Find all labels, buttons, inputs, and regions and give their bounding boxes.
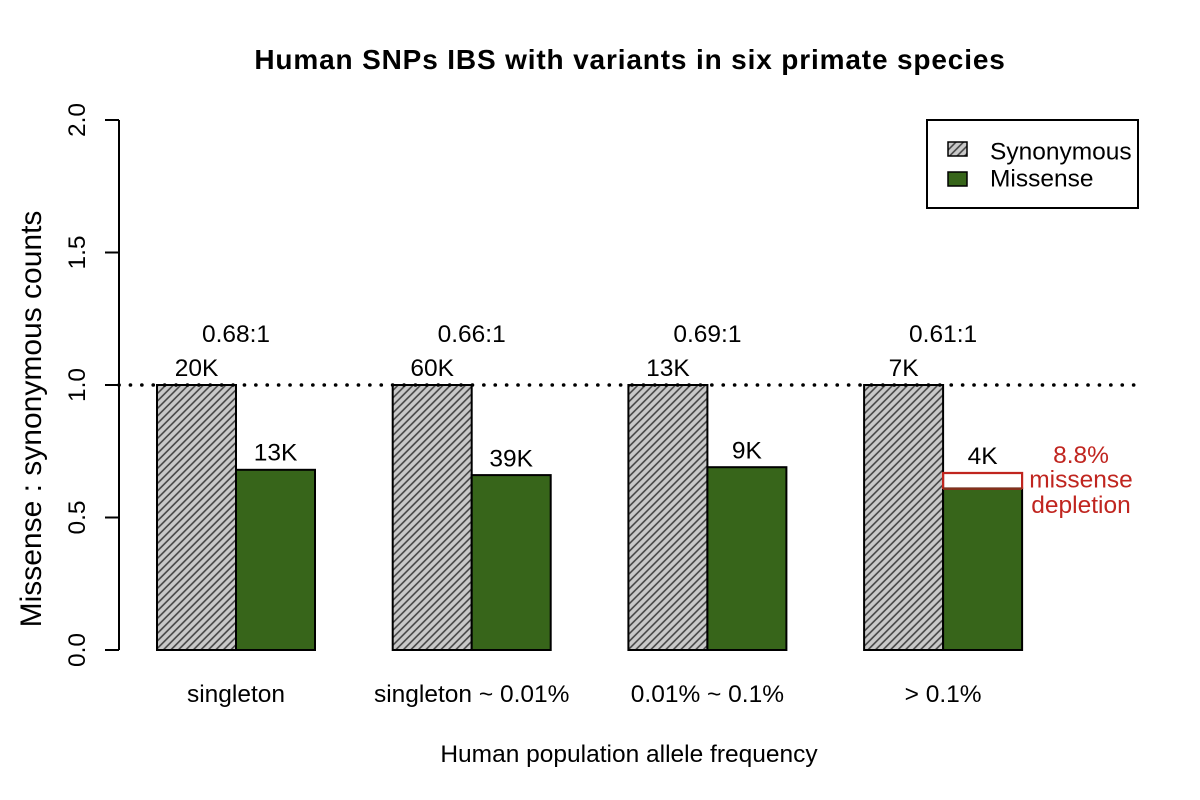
svg-text:20K: 20K [175, 355, 219, 382]
svg-text:9K: 9K [732, 438, 763, 465]
svg-text:0.69:1: 0.69:1 [673, 321, 741, 348]
svg-text:0.01% ~ 0.1%: 0.01% ~ 0.1% [631, 681, 784, 708]
svg-text:Missense : synonymous counts: Missense : synonymous counts [15, 211, 48, 628]
svg-text:0.5: 0.5 [64, 500, 91, 534]
svg-text:13K: 13K [254, 440, 298, 467]
svg-text:0.61:1: 0.61:1 [909, 321, 977, 348]
svg-text:depletion: depletion [1031, 492, 1130, 519]
svg-text:1.5: 1.5 [64, 235, 91, 269]
svg-text:1.0: 1.0 [64, 368, 91, 402]
svg-text:4K: 4K [968, 443, 999, 470]
svg-text:Human population allele freque: Human population allele frequency [440, 741, 818, 768]
svg-text:missense: missense [1029, 467, 1132, 494]
svg-text:60K: 60K [410, 355, 454, 382]
svg-text:singleton: singleton [187, 681, 285, 708]
svg-text:0.66:1: 0.66:1 [438, 321, 506, 348]
svg-text:2.0: 2.0 [64, 103, 91, 137]
svg-text:0.0: 0.0 [64, 633, 91, 667]
svg-text:8.8%: 8.8% [1053, 442, 1109, 469]
svg-text:Missense: Missense [990, 166, 1093, 193]
svg-text:> 0.1%: > 0.1% [905, 681, 982, 708]
svg-text:39K: 39K [489, 446, 533, 473]
svg-text:Human SNPs IBS with variants i: Human SNPs IBS with variants in six prim… [254, 44, 1005, 75]
svg-text:0.68:1: 0.68:1 [202, 321, 270, 348]
svg-text:13K: 13K [646, 355, 690, 382]
svg-text:7K: 7K [889, 355, 920, 382]
svg-text:Synonymous: Synonymous [990, 139, 1132, 166]
svg-text:singleton ~ 0.01%: singleton ~ 0.01% [374, 681, 569, 708]
